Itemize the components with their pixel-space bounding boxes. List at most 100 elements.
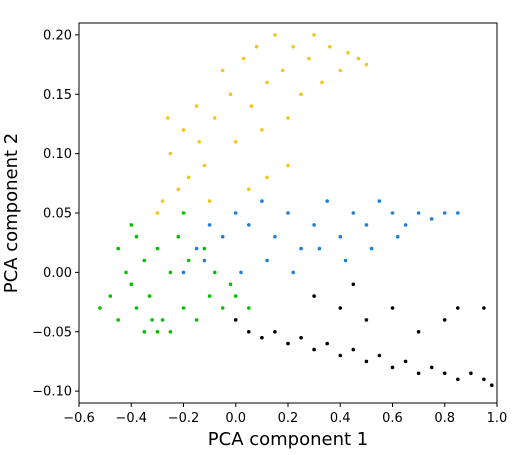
scatter-point-series-4 (351, 282, 356, 287)
scatter-point-series-3 (150, 318, 154, 322)
scatter-point-series-2 (364, 223, 369, 227)
scatter-point-series-3 (207, 294, 212, 298)
scatter-point-series-1 (338, 68, 343, 73)
scatter-point-series-2 (207, 223, 212, 227)
scatter-point-series-1 (155, 211, 160, 215)
scatter-point-series-4 (338, 353, 343, 358)
scatter-point-series-3 (176, 234, 181, 239)
scatter-point-series-3 (98, 306, 102, 310)
scatter-point-series-2 (181, 270, 186, 275)
scatter-point-series-4 (482, 306, 486, 310)
scatter-point-series-1 (241, 56, 246, 61)
scatter-point-series-4 (456, 377, 460, 382)
points-layer (98, 33, 494, 388)
scatter-point-series-1 (202, 163, 207, 168)
scatter-point-series-3 (134, 306, 139, 310)
scatter-point-series-4 (442, 371, 447, 376)
scatter-point-series-3 (147, 294, 152, 298)
scatter-point-series-4 (429, 365, 434, 370)
scatter-point-series-4 (247, 330, 251, 334)
scatter-point-series-3 (142, 330, 147, 334)
scatter-point-series-4 (416, 371, 421, 376)
y-tick-label: 0.10 (43, 147, 72, 162)
scatter-point-series-1 (328, 45, 332, 49)
scatter-point-series-2 (317, 246, 322, 251)
scatter-point-series-4 (364, 359, 369, 364)
scatter-point-series-3 (213, 270, 217, 275)
scatter-point-series-3 (124, 270, 128, 275)
scatter-point-series-4 (325, 341, 330, 346)
scatter-point-series-4 (338, 306, 343, 310)
x-tick-label: 0.6 (382, 411, 403, 426)
y-tick-label: 0.00 (43, 266, 72, 281)
scatter-point-series-1 (197, 140, 201, 144)
scatter-point-series-3 (181, 211, 186, 215)
scatter-point-series-1 (364, 62, 369, 67)
scatter-point-series-3 (160, 318, 165, 322)
scatter-point-series-1 (213, 116, 217, 120)
scatter-point-series-4 (364, 318, 369, 322)
x-axis: −0.6 −0.4 −0.2 0.0 0.2 0.4 0.6 0.8 1.0 (63, 403, 507, 426)
scatter-point-series-1 (168, 151, 173, 156)
scatter-point-series-1 (181, 128, 186, 132)
x-axis-title: PCA component 1 (208, 429, 368, 450)
scatter-point-series-1 (346, 50, 350, 55)
scatter-point-series-1 (320, 80, 324, 85)
scatter-point-series-2 (194, 246, 199, 251)
scatter-point-series-1 (307, 56, 311, 61)
scatter-point-series-1 (194, 104, 199, 108)
scatter-point-series-1 (265, 80, 269, 85)
scatter-point-series-2 (390, 211, 395, 215)
x-tick-label: −0.4 (115, 411, 147, 426)
scatter-point-series-1 (356, 56, 361, 61)
scatter-point-series-3 (228, 282, 233, 287)
scatter-point-series-3 (155, 246, 160, 251)
scatter-point-series-4 (416, 330, 421, 334)
scatter-point-series-1 (291, 45, 296, 49)
y-tick-label: −0.05 (32, 325, 72, 340)
scatter-point-series-4 (312, 347, 316, 352)
scatter-point-series-1 (273, 33, 277, 37)
scatter-point-series-3 (181, 306, 186, 310)
scatter-point-series-1 (247, 187, 251, 192)
scatter-point-series-1 (281, 68, 285, 73)
scatter-point-series-2 (233, 211, 238, 215)
scatter-point-series-2 (395, 234, 400, 239)
scatter-point-series-3 (247, 306, 251, 310)
scatter-point-series-2 (343, 258, 348, 263)
scatter-point-series-1 (286, 116, 290, 120)
scatter-point-series-1 (260, 128, 264, 132)
scatter-point-series-3 (220, 306, 225, 310)
scatter-point-series-1 (186, 175, 191, 180)
scatter-point-series-2 (220, 234, 225, 239)
x-tick-label: 1.0 (487, 411, 508, 426)
scatter-point-series-4 (442, 318, 447, 322)
x-tick-label: 0.2 (278, 411, 299, 426)
scatter-point-series-3 (116, 246, 120, 251)
scatter-point-series-2 (273, 234, 277, 239)
scatter-point-series-1 (233, 140, 238, 144)
scatter-point-series-1 (265, 175, 269, 180)
scatter-point-series-1 (228, 92, 233, 97)
scatter-point-series-3 (142, 258, 147, 263)
scatter-point-series-1 (254, 45, 259, 49)
scatter-point-series-3 (202, 246, 207, 251)
scatter-point-series-4 (469, 371, 473, 376)
y-tick-label: 0.20 (43, 28, 72, 43)
scatter-point-series-4 (286, 341, 290, 346)
scatter-point-series-3 (194, 318, 199, 322)
scatter-point-series-1 (166, 116, 170, 120)
scatter-point-series-4 (403, 359, 408, 364)
scatter-point-series-2 (286, 211, 290, 215)
scatter-point-series-2 (351, 211, 356, 215)
scatter-point-series-2 (299, 246, 303, 251)
scatter-point-series-2 (338, 234, 343, 239)
scatter-point-series-2 (239, 270, 243, 275)
scatter-point-series-2 (377, 199, 382, 203)
scatter-point-series-1 (299, 92, 303, 97)
y-axis-title: PCA component 2 (1, 133, 22, 293)
scatter-point-series-3 (108, 294, 113, 298)
scatter-point-series-2 (456, 211, 460, 215)
scatter-point-series-2 (291, 270, 296, 275)
x-tick-label: −0.2 (168, 411, 200, 426)
